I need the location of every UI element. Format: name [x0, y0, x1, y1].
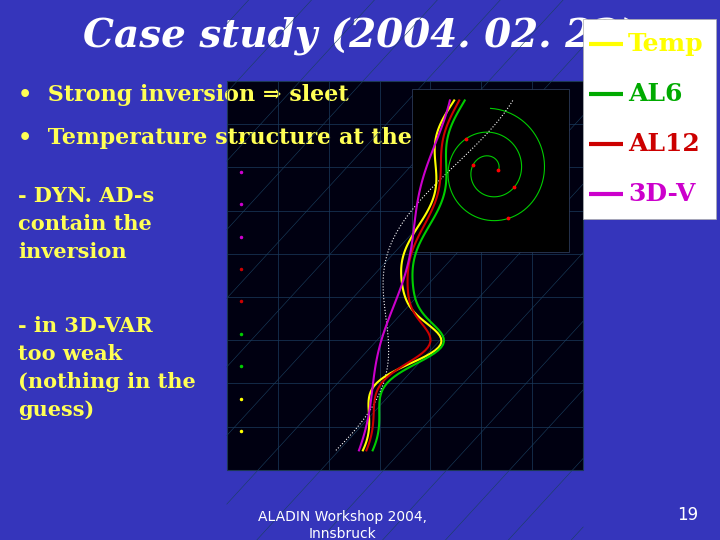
- Point: [492, 166, 504, 175]
- Point: [503, 214, 514, 222]
- Text: ALADIN Workshop 2004,
Innsbruck: ALADIN Workshop 2004, Innsbruck: [258, 510, 426, 540]
- Point: [461, 134, 472, 143]
- Text: 19: 19: [678, 506, 698, 524]
- Text: AL12: AL12: [628, 132, 700, 156]
- Text: - in 3D-VAR
too weak
(nothing in the
guess): - in 3D-VAR too weak (nothing in the gue…: [18, 316, 196, 420]
- Text: •  Strong inversion ⇒ sleet: • Strong inversion ⇒ sleet: [18, 84, 348, 106]
- Text: - DYN. AD-s
contain the
inversion: - DYN. AD-s contain the inversion: [18, 186, 154, 262]
- Text: Temp: Temp: [628, 32, 703, 56]
- Text: 3D-V: 3D-V: [628, 182, 696, 206]
- Bar: [583, 19, 716, 219]
- Text: •  Temperature structure at the initial time:: • Temperature structure at the initial t…: [18, 127, 566, 149]
- Text: AL6: AL6: [628, 82, 683, 106]
- Point: [508, 183, 520, 192]
- Bar: [227, 81, 583, 470]
- Text: Case study (2004. 02. 22): Case study (2004. 02. 22): [83, 16, 637, 55]
- Point: [467, 160, 479, 169]
- Bar: [412, 89, 569, 252]
